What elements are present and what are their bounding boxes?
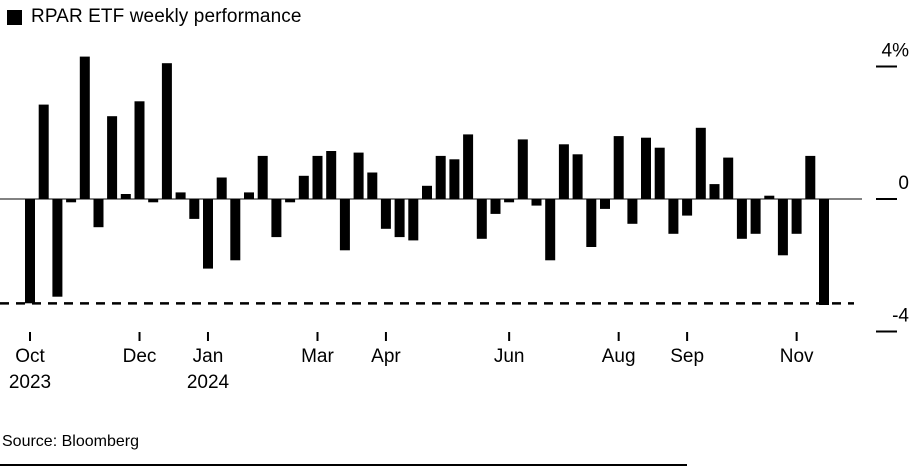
bar (490, 199, 501, 214)
bar (189, 199, 200, 219)
bar (422, 185, 432, 200)
bar (230, 199, 241, 261)
bar (600, 199, 610, 209)
y-axis-label: -4 (892, 306, 909, 327)
x-axis-month-label: Jan (193, 346, 224, 367)
bar (545, 199, 556, 261)
bar (134, 101, 145, 199)
bar (572, 154, 583, 199)
x-axis-month-label: Oct (15, 346, 45, 367)
bar (723, 157, 734, 199)
bar (120, 194, 131, 199)
bar (203, 199, 213, 269)
bar (312, 155, 323, 199)
bar (791, 199, 802, 234)
bar (216, 177, 227, 199)
bar (531, 199, 542, 206)
x-axis-month-label: Dec (123, 346, 157, 367)
x-axis-month-label: Jun (494, 346, 525, 367)
x-axis-month-label: Apr (371, 346, 401, 367)
x-axis-year-label: 2023 (9, 372, 51, 393)
legend-swatch-icon (7, 9, 22, 25)
bar (244, 192, 254, 199)
bar (66, 199, 77, 203)
x-axis-month-label: Nov (780, 346, 814, 367)
bar (695, 127, 706, 199)
bar (463, 134, 474, 199)
bar (476, 199, 487, 239)
bar (641, 137, 651, 199)
bar (736, 199, 747, 239)
bar (627, 199, 638, 224)
x-axis-year-label: 2024 (187, 372, 230, 393)
bar (408, 199, 419, 241)
bar (257, 155, 268, 199)
bar (435, 155, 446, 199)
bar (709, 184, 720, 199)
bar (764, 195, 775, 199)
bar (380, 199, 391, 229)
bar (819, 199, 829, 305)
bar (682, 199, 693, 216)
bar (298, 175, 309, 199)
bar (175, 192, 186, 199)
bar (750, 199, 761, 234)
chart-legend: RPAR ETF weekly performance (7, 6, 302, 28)
bar (586, 199, 597, 247)
bar (449, 159, 460, 200)
bar (161, 63, 172, 200)
bar (326, 151, 337, 199)
bar (504, 199, 515, 203)
bar (613, 136, 624, 199)
x-axis-month-label: Mar (301, 346, 334, 367)
y-axis-label: 4% (882, 41, 910, 62)
bar (654, 147, 665, 199)
bar (285, 199, 296, 203)
bar (339, 199, 350, 251)
bar (52, 199, 63, 297)
bar (394, 199, 405, 238)
bar (517, 139, 528, 199)
bar (25, 199, 35, 304)
bar (93, 199, 104, 228)
x-axis-month-label: Sep (670, 346, 704, 367)
bar (558, 144, 569, 199)
bar (668, 199, 679, 234)
chart-title: RPAR ETF weekly performance (31, 6, 302, 27)
bar (777, 199, 788, 256)
bar (107, 116, 118, 199)
y-axis-label: 0 (898, 173, 909, 194)
bar (148, 199, 159, 203)
bar (79, 56, 90, 199)
bottom-rule (0, 464, 687, 466)
bar (271, 199, 282, 238)
bar (805, 155, 816, 199)
bar (38, 104, 49, 199)
bar (367, 172, 378, 199)
bar (353, 152, 364, 199)
x-axis-month-label: Aug (602, 346, 636, 367)
source-attribution: Source: Bloomberg (2, 433, 139, 450)
